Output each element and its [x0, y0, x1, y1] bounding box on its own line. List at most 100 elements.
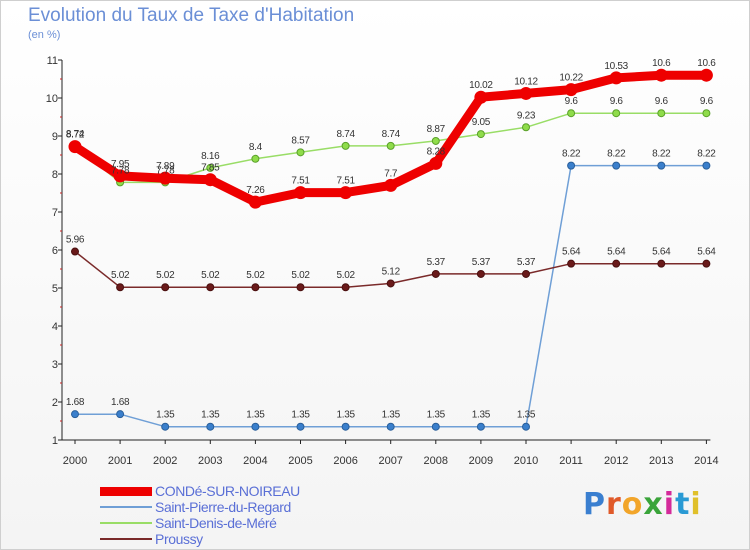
logo-letter: P — [583, 487, 606, 522]
logo-letter: t — [675, 487, 691, 522]
data-point-saint-denis — [386, 141, 395, 150]
data-point-conde — [564, 83, 578, 97]
x-tick-label: 2009 — [469, 455, 493, 467]
data-label-saint-pierre: 1.35 — [382, 410, 401, 421]
y-tick-label: 9 — [52, 131, 58, 143]
data-point-conde — [158, 171, 172, 185]
data-point-conde — [294, 186, 307, 200]
data-label-conde: 7.89 — [156, 161, 175, 172]
data-point-conde — [68, 140, 82, 154]
logo-letter: i — [690, 487, 702, 522]
data-label-saint-denis: 9.6 — [565, 96, 579, 107]
data-label-saint-pierre: 1.35 — [472, 410, 491, 421]
x-tick-label: 2002 — [153, 455, 177, 467]
data-label-saint-pierre: 8.22 — [562, 149, 581, 160]
data-label-saint-pierre: 1.35 — [246, 410, 265, 421]
data-point-conde — [699, 68, 713, 82]
data-point-saint-denis — [431, 136, 440, 145]
data-point-conde — [339, 186, 353, 200]
data-label-saint-denis: 8.57 — [291, 135, 310, 146]
data-label-conde: 7.51 — [291, 176, 310, 187]
data-label-proussy: 5.02 — [291, 270, 310, 281]
y-tick-label: 8 — [52, 169, 58, 181]
data-label-proussy: 5.37 — [427, 257, 446, 268]
data-point-proussy — [612, 259, 621, 268]
x-tick-label: 2000 — [63, 455, 87, 467]
x-tick-label: 2008 — [424, 455, 448, 467]
data-label-saint-denis: 9.05 — [472, 117, 491, 128]
data-point-saint-pierre — [296, 422, 305, 431]
series-layer — [68, 68, 713, 431]
data-point-proussy — [567, 259, 576, 268]
data-label-proussy: 5.12 — [382, 266, 401, 277]
data-point-conde — [429, 156, 443, 170]
data-point-conde — [609, 71, 623, 85]
y-tick-label: 11 — [47, 55, 58, 67]
data-point-saint-pierre — [341, 422, 350, 431]
data-label-saint-pierre: 1.35 — [201, 410, 220, 421]
data-label-conde: 7.85 — [201, 163, 220, 174]
data-point-saint-pierre — [612, 161, 621, 170]
data-point-saint-pierre — [116, 410, 125, 419]
x-tick-label: 2014 — [694, 455, 718, 467]
data-label-proussy: 5.02 — [336, 270, 355, 281]
x-tick-label: 2007 — [378, 455, 402, 467]
data-point-conde — [519, 86, 533, 100]
series-saint-pierre — [71, 161, 711, 431]
chart-title: Evolution du Taux de Taxe d'Habitation — [28, 5, 355, 26]
data-label-saint-pierre: 8.22 — [697, 149, 716, 160]
data-point-conde — [384, 178, 398, 192]
data-point-saint-pierre — [161, 422, 170, 431]
x-tick-label: 2006 — [333, 455, 357, 467]
data-point-saint-pierre — [657, 161, 666, 170]
y-tick-label: 4 — [52, 321, 58, 333]
data-label-proussy: 5.02 — [201, 270, 220, 281]
data-point-conde — [203, 173, 217, 187]
data-point-proussy — [251, 283, 260, 292]
y-tick-label: 5 — [52, 283, 58, 295]
legend-label: Saint-Pierre-du-Regard — [155, 499, 291, 515]
data-point-proussy — [702, 259, 711, 268]
data-label-proussy: 5.64 — [562, 247, 581, 258]
data-point-conde — [113, 169, 127, 183]
data-label-conde: 7.7 — [384, 168, 398, 179]
proxiti-logo: Proxiti — [583, 487, 702, 522]
data-point-proussy — [341, 283, 350, 292]
data-label-conde: 10.6 — [652, 58, 671, 69]
data-point-saint-pierre — [206, 422, 215, 431]
data-label-conde: 8.28 — [427, 146, 446, 157]
data-label-saint-pierre: 8.22 — [607, 149, 626, 160]
data-point-saint-pierre — [702, 161, 711, 170]
data-point-proussy — [206, 283, 215, 292]
logo-letter: o — [621, 487, 644, 522]
data-label-saint-pierre: 1.35 — [291, 410, 310, 421]
data-label-conde: 10.02 — [469, 80, 493, 91]
data-label-saint-denis: 8.87 — [427, 124, 446, 135]
data-point-conde — [654, 68, 668, 82]
data-label-proussy: 5.64 — [697, 247, 716, 258]
x-tick-label: 2003 — [198, 455, 222, 467]
data-label-saint-denis: 9.6 — [700, 96, 714, 107]
logo-letter: x — [643, 487, 664, 522]
legend-swatch — [100, 486, 152, 496]
data-label-layer: 1.68 1.68 1.35 1.35 1.35 1.35 1.35 1.35 1.35 1.35… — [66, 58, 717, 421]
data-label-conde: 10.22 — [559, 73, 583, 84]
data-label-conde: 7.26 — [246, 185, 265, 196]
data-point-saint-denis — [206, 163, 215, 172]
data-label-saint-pierre: 1.35 — [427, 410, 446, 421]
data-point-saint-denis — [567, 109, 576, 118]
data-point-saint-denis — [522, 123, 530, 132]
data-point-saint-denis — [251, 154, 260, 163]
data-label-saint-denis: 8.74 — [382, 129, 401, 140]
data-label-saint-denis: 9.6 — [610, 96, 624, 107]
data-point-proussy — [161, 283, 170, 292]
series-line-saint-pierre — [74, 164, 708, 428]
data-label-proussy: 5.64 — [652, 247, 671, 258]
data-label-saint-denis: 7.78 — [111, 165, 130, 176]
data-label-saint-denis: 8.4 — [249, 142, 263, 153]
x-tick-label: 2011 — [559, 455, 583, 467]
data-label-conde: 10.6 — [697, 58, 716, 69]
chart-subtitle: (en %) — [28, 29, 61, 41]
data-point-proussy — [386, 279, 395, 288]
